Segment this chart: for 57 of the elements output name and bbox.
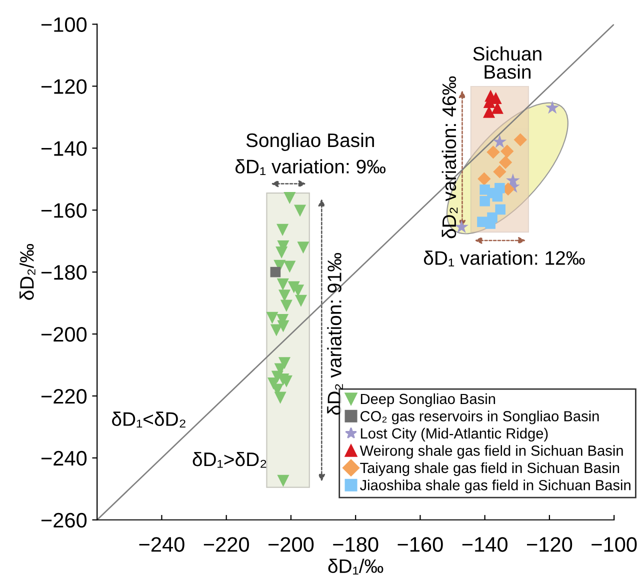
point	[294, 204, 306, 217]
y-tick-label: −200	[41, 327, 87, 342]
y-tick-label: −180	[41, 265, 87, 280]
annotation: δD₁<δD₂	[112, 412, 186, 428]
point	[500, 144, 514, 158]
x-tick-label: −200	[268, 537, 314, 552]
point	[284, 192, 296, 204]
point	[493, 165, 506, 178]
annotation: δD₁ variation: 12‰	[424, 250, 585, 266]
point	[492, 134, 507, 148]
x-tick-label: −120	[527, 537, 572, 552]
point	[266, 312, 278, 324]
point	[277, 474, 290, 487]
y-tick-label: −160	[41, 203, 87, 218]
x-tick-label: −140	[462, 537, 508, 552]
annotation: δD₂ variation: 91‰	[327, 252, 343, 415]
point	[545, 100, 560, 114]
annotation: δD₂ variation: 46‰	[442, 76, 458, 238]
point	[276, 224, 289, 236]
annotation: Songliao Basin	[246, 132, 374, 152]
y-tick-label: −220	[41, 388, 87, 404]
x-tick-label: −100	[592, 537, 637, 552]
annotation: δD₁>δD₂	[192, 452, 266, 468]
x-tick-label: −180	[333, 537, 378, 552]
y-tick-label: −140	[41, 141, 87, 156]
legend-label: Weirong shale gas field in Sichuan Basin	[360, 445, 623, 459]
y-tick-label: −260	[41, 512, 87, 528]
legend-label: Lost City (Mid-Atlantic Ridge)	[360, 428, 548, 442]
legend-label: CO₂ gas reservoirs in Songliao Basin	[360, 410, 599, 424]
point	[480, 196, 490, 206]
point	[294, 294, 307, 307]
point	[270, 266, 281, 278]
point	[276, 278, 289, 290]
y-tick-label: −120	[41, 79, 87, 94]
y-tick-label: −100	[41, 17, 87, 32]
point	[277, 320, 290, 332]
point	[495, 204, 506, 215]
point	[274, 392, 286, 404]
annotation: Sichuan Basin	[473, 46, 542, 79]
x-axis-title: δD₁/‰	[328, 558, 384, 574]
point	[280, 300, 292, 312]
point	[284, 260, 296, 273]
legend-label: Deep Songliao Basin	[360, 393, 496, 408]
legend-label: Taiyang shale gas field in Sichuan Basin	[360, 462, 620, 476]
legend-label: Jiaoshiba shale gas field in Sichuan Basin	[360, 480, 630, 494]
point	[514, 133, 527, 146]
x-tick-label: −160	[398, 537, 443, 552]
x-tick-label: −220	[204, 537, 249, 552]
point	[478, 172, 491, 186]
annotation: δD₁ variation: 9‰	[235, 159, 386, 175]
point	[486, 146, 500, 159]
y-axis-title: δD₂/‰	[20, 244, 36, 300]
point	[498, 156, 512, 169]
x-tick-label: −240	[139, 537, 184, 552]
point	[297, 242, 310, 254]
point	[276, 246, 288, 259]
y-tick-label: −240	[41, 450, 87, 466]
